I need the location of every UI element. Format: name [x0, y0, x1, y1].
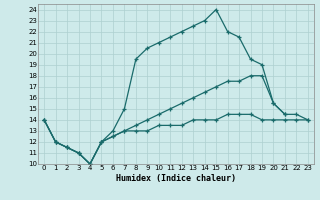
X-axis label: Humidex (Indice chaleur): Humidex (Indice chaleur) [116, 174, 236, 183]
